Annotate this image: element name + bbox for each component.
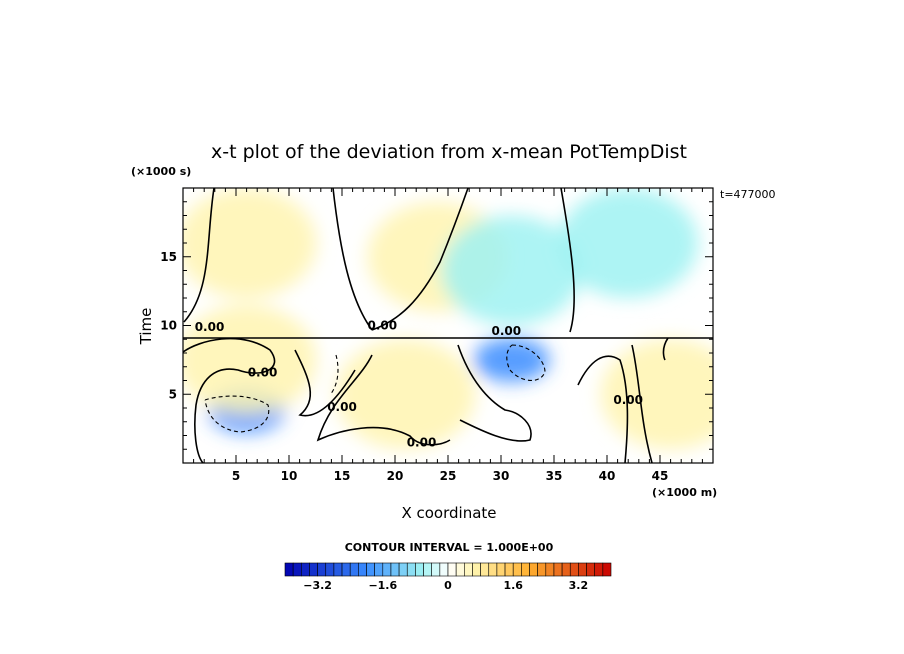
colorbar-cell xyxy=(309,562,318,577)
field-feature-7 xyxy=(600,339,713,450)
colorbar-cell xyxy=(333,562,343,577)
x-tick-label-6: 35 xyxy=(546,469,563,483)
zero-contour-lower-middle-right xyxy=(457,344,532,442)
colorbar-tick-label-2: 0 xyxy=(444,579,452,592)
colorbar-cell xyxy=(317,562,327,577)
heatmap-field: 0.00 0.00 0.00 0.00 0.00 0.00 0.00 xyxy=(183,188,713,463)
colorbar-cell xyxy=(537,562,547,577)
x-tick-label-4: 25 xyxy=(440,469,457,483)
colorbar-cell xyxy=(358,562,367,577)
x-tick-label-1: 10 xyxy=(281,469,298,483)
zero-contour-right xyxy=(560,188,575,333)
colorbar-cell xyxy=(602,562,612,577)
colorbar-cell xyxy=(341,562,351,577)
x-tick-label-5: 30 xyxy=(493,469,510,483)
colorbar-cell xyxy=(366,562,375,577)
colorbar-cell xyxy=(521,562,530,577)
contour-label-0: 0.00 xyxy=(195,320,225,334)
x-axis-label: X coordinate xyxy=(401,504,496,522)
colorbar-tick-label-3: 1.6 xyxy=(503,579,523,592)
zero-contour-lower-middle xyxy=(316,354,451,446)
colorbar-cell xyxy=(439,562,449,577)
contour-label-3: 0.00 xyxy=(367,319,397,333)
contour-label-4: 0.00 xyxy=(407,436,437,450)
zero-contour-lower-left xyxy=(183,337,276,463)
colorbar-cell xyxy=(586,562,595,577)
colorbar-cell xyxy=(463,562,473,577)
x-tick-label-2: 15 xyxy=(334,469,351,483)
contour-interval-text: CONTOUR INTERVAL = 1.000E+00 xyxy=(345,541,554,554)
chart-title: x-t plot of the deviation from x-mean Po… xyxy=(211,141,687,163)
colorbar-cell xyxy=(447,562,457,577)
time-stamp: t=477000 xyxy=(720,188,776,201)
y-units-label: (×1000 s) xyxy=(131,165,191,178)
negative-contour-mid-core xyxy=(506,344,546,381)
colorbar-cell xyxy=(406,562,416,577)
colorbar-cell xyxy=(569,562,579,577)
colorbar-cell xyxy=(431,562,441,577)
colorbar-tick-label-0: −3.2 xyxy=(303,579,332,592)
contour-label-5: 0.00 xyxy=(491,324,521,338)
field-feature-0 xyxy=(183,188,317,298)
y-tick-label-0: 5 xyxy=(169,387,177,401)
colorbar-cell xyxy=(374,562,384,577)
contour-label-6: 0.00 xyxy=(613,393,643,407)
colorbar-cell xyxy=(512,562,522,577)
zero-contour-upper-middle xyxy=(332,188,469,331)
colorbar-cell xyxy=(496,562,506,577)
colorbar-cell xyxy=(300,562,310,577)
colorbar-tick-label-4: 3.2 xyxy=(569,579,589,592)
colorbar-cell xyxy=(325,562,335,577)
field-feature-8 xyxy=(183,304,317,415)
colorbar-cell xyxy=(529,562,538,577)
negative-contour-small xyxy=(329,354,339,396)
y-axis-label: Time xyxy=(137,308,155,346)
colorbar-cell xyxy=(455,562,465,577)
contour-label-2: 0.00 xyxy=(327,400,357,414)
zero-contour-lower-right xyxy=(577,355,629,463)
colorbar-cell xyxy=(472,562,481,577)
x-tick-label-0: 5 xyxy=(232,469,240,483)
contour-label-1: 0.00 xyxy=(248,365,278,379)
zero-contour-far-right xyxy=(631,337,669,463)
field-feature-6 xyxy=(473,337,550,382)
zero-contour-lower-left-inner xyxy=(294,349,356,417)
field-feature-2 xyxy=(558,188,699,298)
colorbar-cell xyxy=(578,562,587,577)
y-tick-label-1: 10 xyxy=(160,319,177,333)
colorbar-cell xyxy=(398,562,408,577)
field-feature-5 xyxy=(335,339,476,450)
colorbar-cell xyxy=(423,562,432,577)
colorbar-cell xyxy=(594,562,604,577)
field-feature-3 xyxy=(441,215,582,326)
colorbar-cell xyxy=(480,562,490,577)
colorbar-cell xyxy=(561,562,571,577)
x-units-label: (×1000 m) xyxy=(652,486,717,499)
negative-contour-left-core xyxy=(204,395,270,433)
x-tick-label-7: 40 xyxy=(599,469,616,483)
colorbar-cell xyxy=(349,562,359,577)
x-tick-label-8: 45 xyxy=(652,469,669,483)
colorbar-cell xyxy=(415,562,424,577)
colorbar-cell xyxy=(284,562,294,577)
zero-contour-left xyxy=(183,188,215,323)
colorbar-cell xyxy=(292,562,302,577)
y-tick-label-2: 15 xyxy=(160,250,177,264)
colorbar-cell xyxy=(382,562,392,577)
colorbar-cell xyxy=(390,562,400,577)
colorbar-cell xyxy=(553,562,563,577)
x-tick-label-3: 20 xyxy=(387,469,404,483)
colorbar-cell xyxy=(504,562,514,577)
colorbar-cell xyxy=(488,562,498,577)
colorbar: −3.2 −1.6 0 1.6 3.2 xyxy=(284,562,612,592)
colorbar-cell xyxy=(545,562,555,577)
colorbar-tick-label-1: −1.6 xyxy=(368,579,397,592)
